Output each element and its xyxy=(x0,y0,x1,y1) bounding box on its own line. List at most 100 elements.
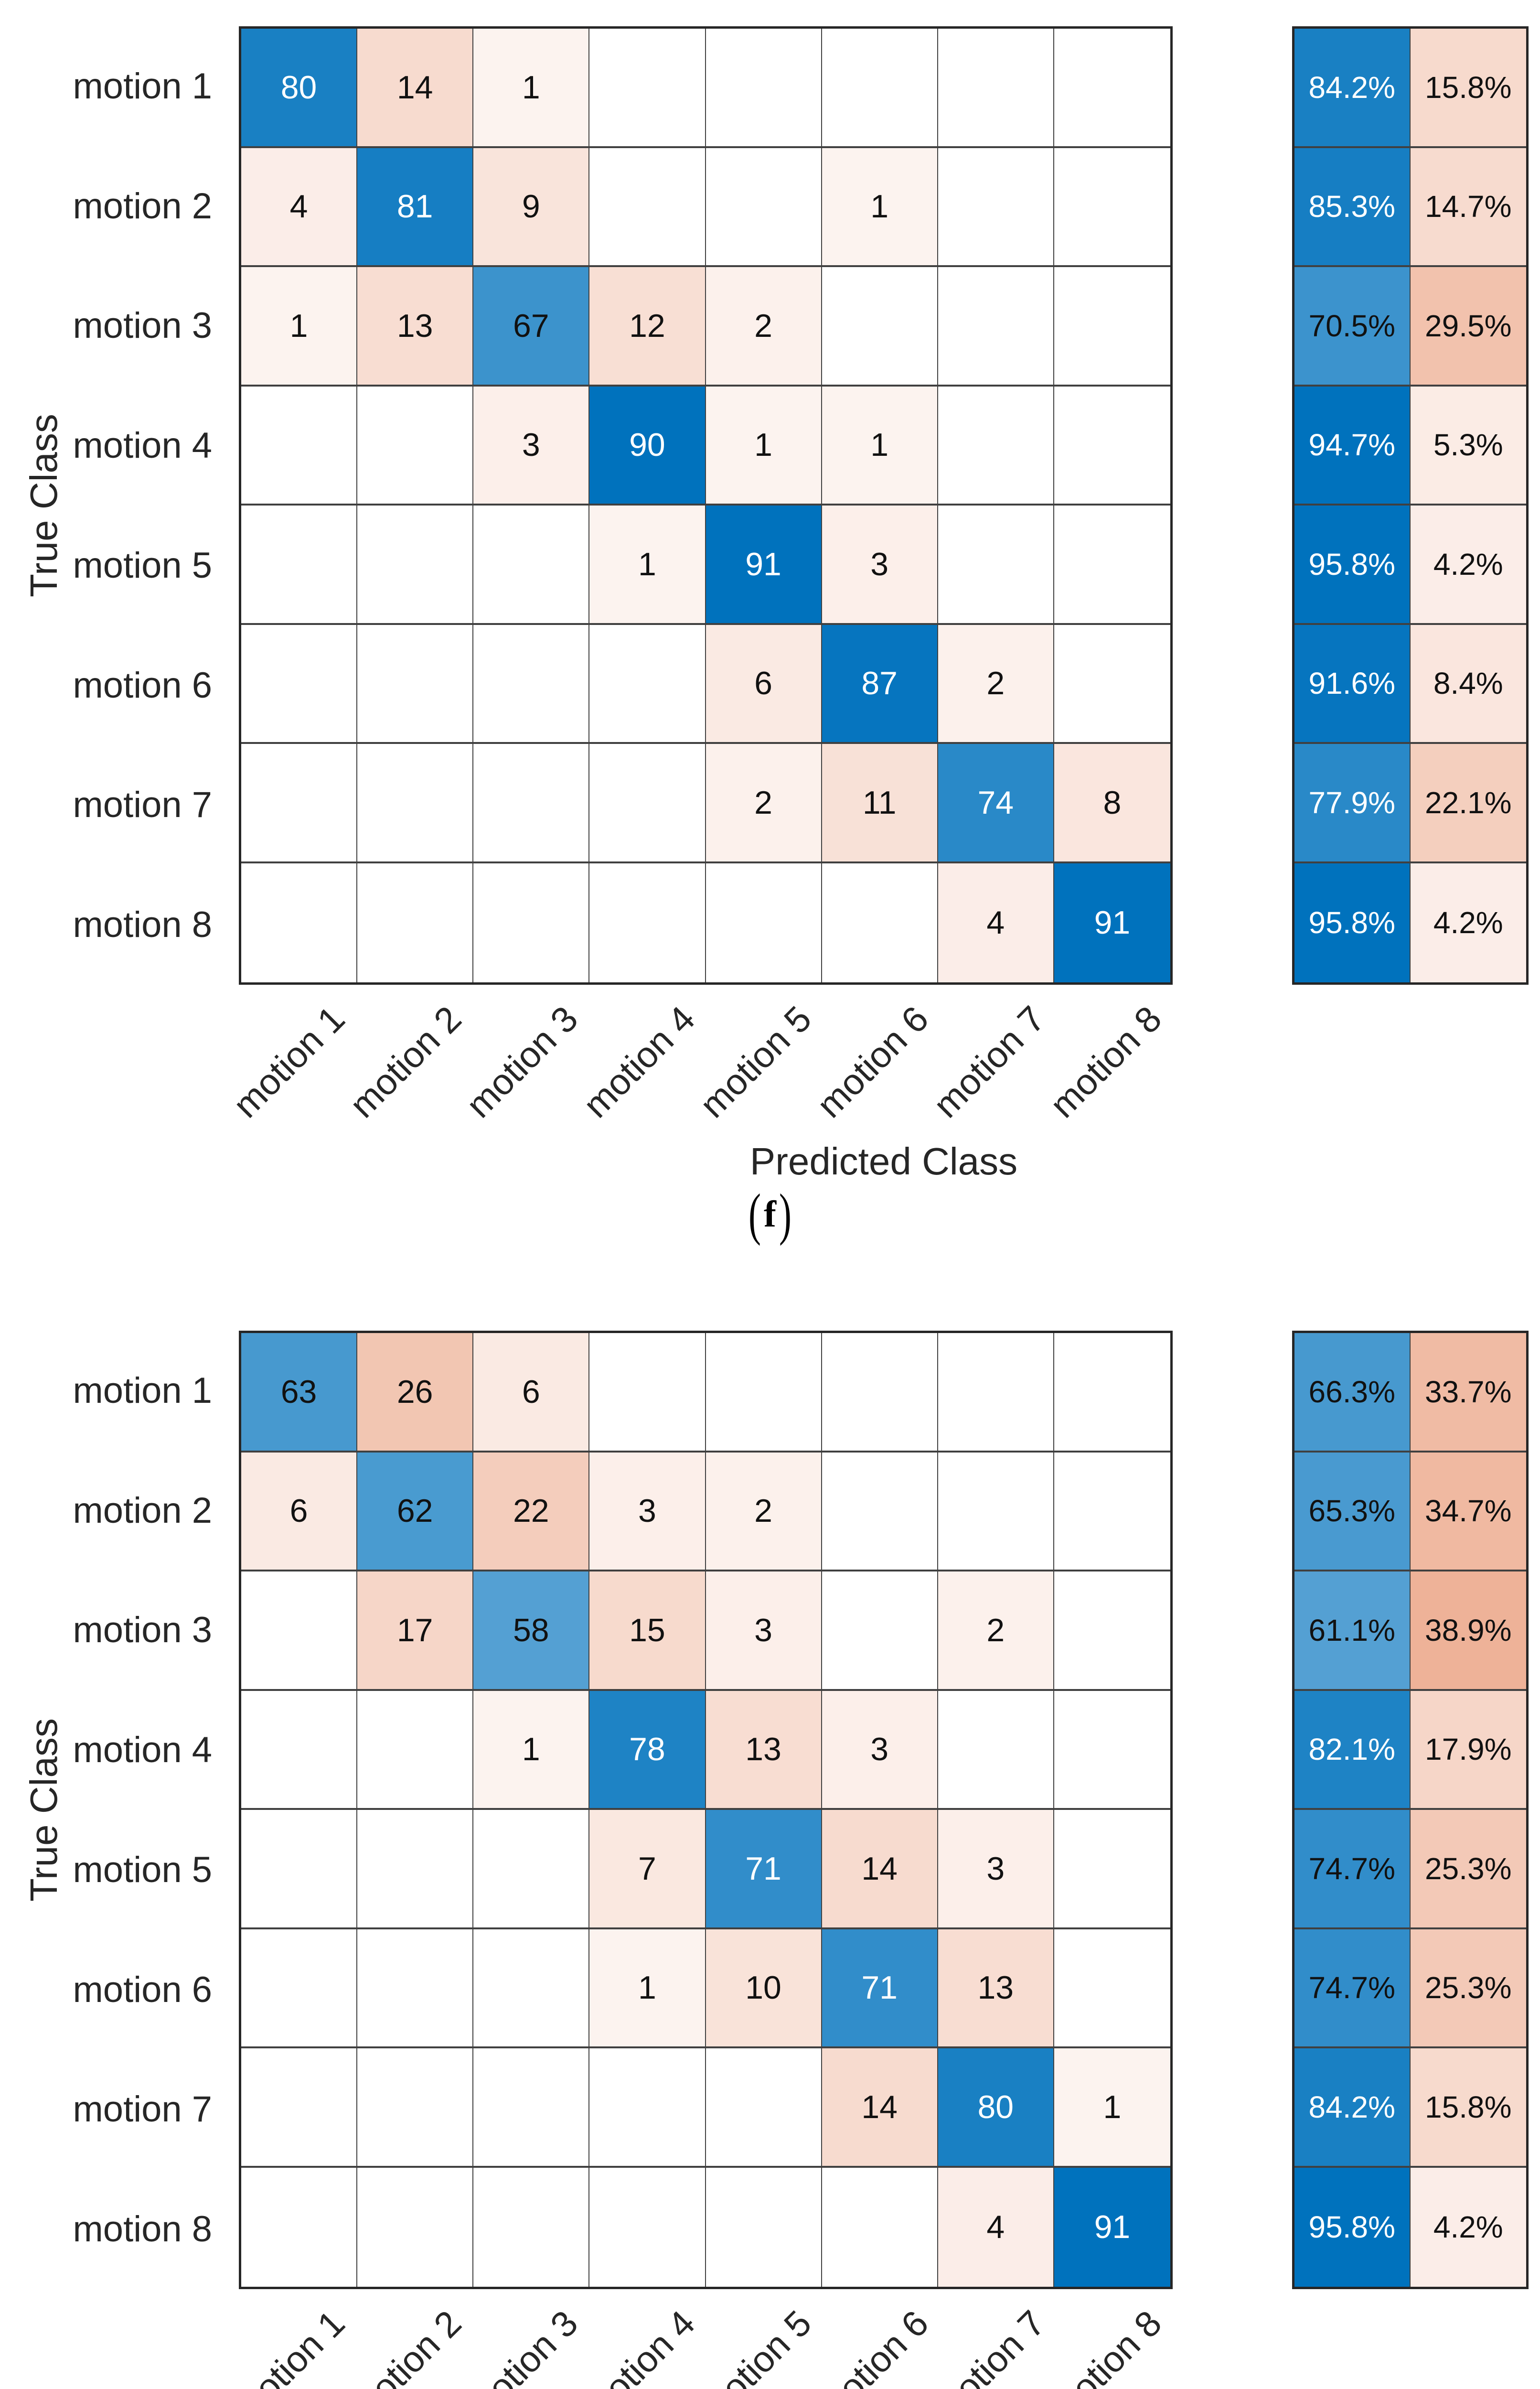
matrix-cell: 1 xyxy=(589,506,706,625)
matrix-cell: 63 xyxy=(241,1333,358,1453)
x-tick-label: motion 6 xyxy=(809,998,936,1126)
summary-cell-fnr: 5.3% xyxy=(1410,386,1526,506)
matrix-cell xyxy=(706,29,822,148)
matrix-cell xyxy=(473,2048,590,2168)
matrix-cell xyxy=(357,863,474,982)
matrix-cell xyxy=(706,2167,822,2287)
matrix-cell: 1 xyxy=(822,386,938,506)
matrix-cell: 6 xyxy=(473,1333,590,1453)
matrix-cell: 62 xyxy=(357,1452,474,1571)
y-tick-label: motion 1 xyxy=(73,1370,213,1411)
matrix-cell xyxy=(1054,1810,1170,1929)
matrix-cell xyxy=(1054,29,1170,148)
matrix-cell: 12 xyxy=(589,267,706,387)
matrix-cell xyxy=(241,2167,358,2287)
summary-cell-fnr: 38.9% xyxy=(1410,1571,1526,1691)
matrix-cell: 67 xyxy=(473,267,590,387)
y-tick-label: motion 2 xyxy=(73,185,213,226)
matrix-cell xyxy=(938,29,1054,148)
matrix-cell xyxy=(241,1810,358,1929)
matrix-cell xyxy=(938,1333,1054,1453)
matrix-cell xyxy=(589,744,706,863)
matrix-cell: 3 xyxy=(822,506,938,625)
matrix-cell xyxy=(822,267,938,387)
summary-cell-tpr: 66.3% xyxy=(1294,1333,1411,1453)
matrix-cell: 14 xyxy=(822,1810,938,1929)
matrix-cell: 7 xyxy=(589,1810,706,1929)
x-tick-label: motion 3 xyxy=(459,2303,586,2389)
matrix-cell xyxy=(589,863,706,982)
matrix-cell xyxy=(589,2048,706,2168)
matrix-cell xyxy=(241,1929,358,2048)
caption-paren: ) xyxy=(779,1181,791,1246)
y-tick-label: motion 5 xyxy=(73,545,213,586)
matrix-cell xyxy=(241,2048,358,2168)
matrix-cell xyxy=(241,863,358,982)
matrix-cell xyxy=(241,1571,358,1691)
matrix-cell xyxy=(706,148,822,267)
summary-cell-fnr: 34.7% xyxy=(1410,1452,1526,1571)
matrix-cell xyxy=(473,506,590,625)
matrix-cell: 3 xyxy=(938,1810,1054,1929)
x-tick-label: motion 4 xyxy=(575,998,703,1126)
matrix-cell xyxy=(357,506,474,625)
matrix-cell xyxy=(357,744,474,863)
matrix-cell xyxy=(589,624,706,744)
x-tick-label: motion 1 xyxy=(225,998,353,1126)
matrix-cell xyxy=(1054,506,1170,625)
matrix-cell xyxy=(1054,267,1170,387)
x-tick-label: motion 3 xyxy=(459,998,586,1126)
matrix-cell xyxy=(706,863,822,982)
matrix-cell xyxy=(938,506,1054,625)
y-tick-label: motion 6 xyxy=(73,1969,213,2010)
x-tick-label: motion 2 xyxy=(342,2303,470,2389)
matrix-cell: 3 xyxy=(589,1452,706,1571)
matrix-cell xyxy=(1054,148,1170,267)
x-tick-label: motion 2 xyxy=(342,998,470,1126)
matrix-cell: 2 xyxy=(706,744,822,863)
y-tick-label: motion 3 xyxy=(73,305,213,346)
x-axis-title: Predicted Class xyxy=(749,1140,1018,1183)
matrix-cell xyxy=(938,1452,1054,1571)
summary-cell-fnr: 15.8% xyxy=(1410,29,1526,148)
summary-cell-tpr: 77.9% xyxy=(1294,744,1411,863)
matrix-cell xyxy=(822,29,938,148)
matrix-cell: 1 xyxy=(822,148,938,267)
y-tick-label: motion 8 xyxy=(73,2209,213,2250)
summary-cell-fnr: 33.7% xyxy=(1410,1333,1526,1453)
summary-cell-tpr: 65.3% xyxy=(1294,1452,1411,1571)
matrix-cell xyxy=(1054,1333,1170,1453)
matrix-cell: 10 xyxy=(706,1929,822,2048)
matrix-cell xyxy=(822,1452,938,1571)
summary-cell-fnr: 25.3% xyxy=(1410,1929,1526,2048)
matrix-cell: 90 xyxy=(589,386,706,506)
matrix-grid: 80 14 1 4 81 9 1 1 13 67 12 2 3 90 1 1 1 91 3 6 87 2 2 11 74 8 4 91 xyxy=(239,26,1173,985)
caption-paren: ( xyxy=(749,1181,761,1246)
x-tick-label: motion 4 xyxy=(575,2303,703,2389)
matrix-cell: 8 xyxy=(1054,744,1170,863)
matrix-cell: 58 xyxy=(473,1571,590,1691)
x-tick-label: motion 5 xyxy=(692,998,820,1126)
summary-cell-tpr: 91.6% xyxy=(1294,624,1411,744)
matrix-cell xyxy=(357,1929,474,2048)
matrix-cell xyxy=(1054,1691,1170,1810)
summary-cell-fnr: 25.3% xyxy=(1410,1810,1526,1929)
matrix-cell xyxy=(473,744,590,863)
matrix-cell xyxy=(357,1690,474,1810)
matrix-cell: 6 xyxy=(706,624,822,744)
summary-cell-tpr: 84.2% xyxy=(1294,29,1411,148)
matrix-cell xyxy=(357,624,474,744)
matrix-cell: 71 xyxy=(822,1929,938,2048)
matrix-cell: 1 xyxy=(473,1690,590,1810)
x-tick-label: motion 7 xyxy=(926,2303,1053,2389)
y-tick-label: motion 1 xyxy=(73,65,213,107)
summary-cell-fnr: 8.4% xyxy=(1410,624,1526,744)
matrix-cell: 1 xyxy=(706,386,822,506)
matrix-cell: 87 xyxy=(822,624,938,744)
y-tick-label: motion 8 xyxy=(73,904,213,946)
summary-cell-tpr: 74.7% xyxy=(1294,1810,1411,1929)
summary-cell-tpr: 95.8% xyxy=(1294,2167,1411,2287)
summary-cell-tpr: 94.7% xyxy=(1294,386,1411,506)
matrix-cell xyxy=(589,148,706,267)
